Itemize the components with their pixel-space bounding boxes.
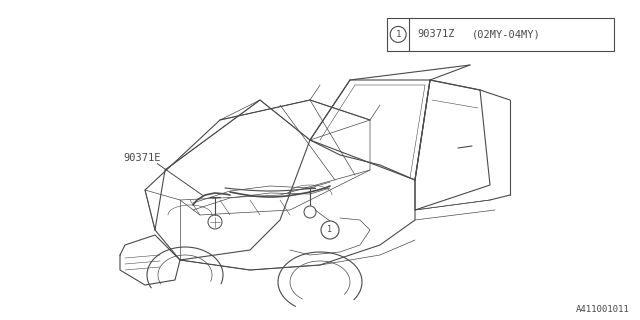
Text: (02MY-04MY): (02MY-04MY) [472, 29, 541, 39]
FancyBboxPatch shape [387, 18, 614, 51]
Text: 90371Z: 90371Z [417, 29, 454, 39]
Text: 90371E: 90371E [123, 153, 161, 163]
Text: 1: 1 [396, 30, 401, 39]
Text: 1: 1 [328, 226, 333, 235]
Text: A411001011: A411001011 [576, 305, 630, 314]
